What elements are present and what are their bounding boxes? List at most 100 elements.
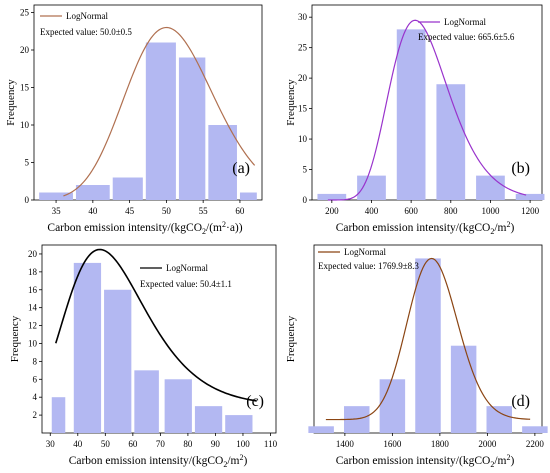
x-tick-label: 800 [444,206,458,216]
x-tick-label: 1600 [383,439,402,449]
y-tick-label: 25 [298,43,308,53]
y-tick-label: 12 [28,321,37,331]
x-tick-label: 60 [128,439,138,449]
x-tick-label: 50 [162,206,172,216]
y-axis-label: Frequency [285,79,297,126]
histogram-bar [486,406,512,433]
expected-value-annotation: Expected value: 50.4±1.1 [140,279,232,289]
x-tick-label: 100 [236,439,250,449]
histogram-bar [225,415,253,433]
y-axis-label: Frequency [9,315,21,362]
x-tick-label: 90 [211,439,221,449]
histogram-bar [379,379,406,433]
x-axis-label: Carbon emission intensity/(kgCO2/m2) [336,220,515,236]
lognormal-fit-line [325,257,531,421]
histogram-bar [104,289,132,433]
x-tick-label: 1000 [481,206,500,216]
histogram-bar [51,397,66,433]
y-axis-label: Frequency [285,315,297,362]
histogram-bar [515,193,545,200]
histogram-bar [208,125,237,200]
chart-panel-b: 200 400 600 800 1000 1200 0 5 10 15 20 25 30 Frequenc… [285,4,545,236]
histogram-bar [112,177,143,200]
histogram-bar [522,426,548,433]
x-tick-label: 1800 [431,439,450,449]
histogram-bar [415,258,441,433]
histogram-bar [436,84,466,200]
y-tick-label: 4 [33,392,38,402]
y-tick-label: 2 [33,410,38,420]
lognormal-fit-line [63,26,256,197]
panel-label: (a) [232,160,250,177]
y-tick-label: 10 [298,134,308,144]
y-tick-label: 30 [298,12,308,22]
legend-label: LogNormal [66,11,108,21]
x-tick-label: 35 [52,206,62,216]
histogram-bar [134,370,159,433]
plot-frame [41,244,277,434]
legend-label: LogNormal [166,263,208,273]
expected-value-annotation: Expected value: 665.6±5.6 [418,32,515,42]
chart-panel-d: 1400 1600 1800 2000 2200 Frequency Carbon emis… [285,244,548,469]
histogram-bar [239,192,257,200]
panel-label: (d) [511,393,530,410]
histogram-bar [450,345,477,433]
histogram-bar [317,193,347,200]
y-tick-label: 0 [25,195,30,205]
y-tick-label: 5 [303,165,308,175]
x-tick-label: 2200 [526,439,545,449]
histogram-bar [308,426,334,433]
x-tick-label: 1400 [336,439,355,449]
histogram-bar [476,175,505,200]
legend-label: LogNormal [444,17,486,27]
panel-label: (b) [511,160,530,177]
y-axis-label: Frequency [5,79,17,126]
x-tick-label: 80 [183,439,193,449]
histogram-bar [194,406,223,433]
y-tick-label: 18 [28,267,38,277]
y-tick-label: 16 [28,285,38,295]
y-tick-label: 20 [28,249,38,259]
x-tick-label: 1200 [521,206,540,216]
histogram-bar [164,379,192,433]
y-tick-label: 15 [298,104,308,114]
x-tick-label: 600 [404,206,418,216]
x-axis-label: Carbon emission intensity/(kgCO2/m2) [336,453,515,469]
y-tick-label: 6 [33,374,38,384]
histogram-bar [145,42,176,200]
x-tick-label: 30 [46,439,56,449]
legend-label: LogNormal [344,247,386,257]
x-axis-label: Carbon emission intensity/(kgCO2/m2) [69,453,248,469]
chart-panel-a: 35 40 45 50 55 60 0 5 10 15 20 25 Frequency Carbon em… [5,4,263,236]
y-tick-label: 20 [298,73,308,83]
histogram-bar [73,262,102,433]
x-tick-label: 110 [264,439,278,449]
x-tick-label: 200 [325,206,339,216]
y-tick-label: 8 [33,356,38,366]
histogram-bar [75,185,110,200]
x-tick-label: 60 [235,206,245,216]
y-tick-label: 5 [25,158,30,168]
plot-frame [311,4,543,201]
histogram-bar [396,29,426,200]
x-tick-label: 50 [101,439,111,449]
x-tick-label: 2000 [478,439,497,449]
panel-label: (c) [246,393,264,410]
x-axis-label: Carbon emission intensity/(kgCO2/(m2·a)) [47,220,242,236]
histogram-bar [178,57,206,200]
x-tick-label: 400 [365,206,379,216]
x-tick-label: 55 [199,206,209,216]
chart-panel-c: 30 40 50 60 70 80 90 100 110 2 4 6 8 10 12 14 16 18 20 Freq… [9,244,278,469]
x-tick-label: 40 [88,206,98,216]
y-tick-label: 25 [20,8,30,18]
lognormal-fit-line [327,19,527,201]
x-tick-label: 45 [125,206,135,216]
y-tick-label: 20 [20,45,30,55]
lognormal-fit-line [54,248,257,402]
y-tick-label: 14 [28,303,38,313]
histogram-bar [357,175,386,200]
expected-value-annotation: Expected value: 1769.9±8.3 [318,261,419,271]
y-tick-label: 10 [20,120,30,130]
x-tick-label: 70 [156,439,166,449]
